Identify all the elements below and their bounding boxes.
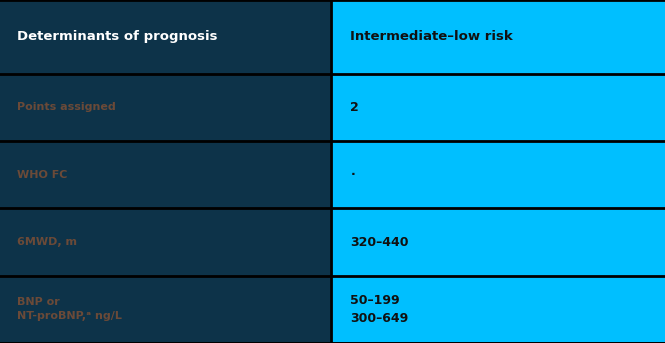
Bar bbox=[331, 209, 665, 276]
Bar bbox=[0, 209, 331, 276]
Text: 2: 2 bbox=[350, 101, 359, 114]
Bar bbox=[331, 74, 665, 141]
Bar bbox=[0, 0, 331, 74]
Text: Points assigned: Points assigned bbox=[17, 103, 115, 113]
Text: BNP or
NT-proBNP,ᵃ ng/L: BNP or NT-proBNP,ᵃ ng/L bbox=[17, 297, 122, 321]
Bar bbox=[331, 141, 665, 209]
Text: WHO FC: WHO FC bbox=[17, 170, 67, 180]
Bar bbox=[331, 276, 665, 343]
Text: Intermediate–low risk: Intermediate–low risk bbox=[350, 31, 513, 43]
Bar bbox=[0, 276, 331, 343]
Text: 50–199
300–649: 50–199 300–649 bbox=[350, 294, 409, 325]
Bar bbox=[331, 0, 665, 74]
Text: 320–440: 320–440 bbox=[350, 236, 409, 249]
Text: ·: · bbox=[350, 168, 355, 181]
Text: 6MWD, m: 6MWD, m bbox=[17, 237, 76, 247]
Bar bbox=[0, 74, 331, 141]
Bar bbox=[0, 141, 331, 209]
Text: Determinants of prognosis: Determinants of prognosis bbox=[17, 31, 217, 43]
